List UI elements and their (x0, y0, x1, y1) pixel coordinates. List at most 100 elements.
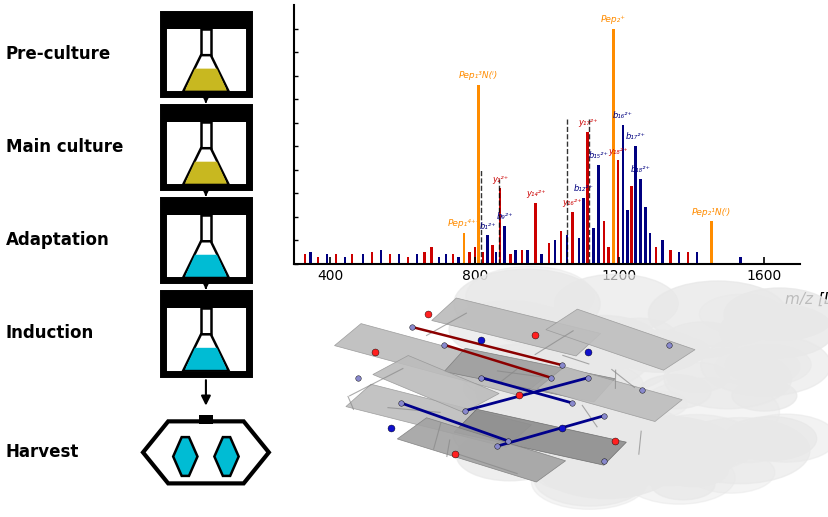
Bar (199, 415, 213, 424)
Polygon shape (397, 418, 565, 482)
Circle shape (723, 417, 816, 461)
Text: Pep₁³N(ⁱ): Pep₁³N(ⁱ) (459, 71, 498, 80)
Circle shape (723, 288, 828, 341)
Text: b₁₈²⁺: b₁₈²⁺ (629, 165, 649, 174)
Bar (200, 29, 210, 55)
Polygon shape (173, 437, 197, 476)
Bar (648, 233, 651, 264)
Circle shape (734, 414, 828, 462)
Bar (625, 209, 628, 264)
Circle shape (492, 306, 575, 346)
Bar (695, 252, 697, 264)
Text: b₁₆²⁺: b₁₆²⁺ (613, 111, 632, 120)
Circle shape (452, 400, 593, 466)
Circle shape (623, 451, 734, 504)
Bar (200, 215, 210, 241)
Polygon shape (183, 334, 228, 370)
Bar (498, 189, 501, 264)
Bar (304, 254, 306, 264)
Circle shape (533, 452, 614, 491)
Bar (163, 294, 248, 308)
Bar (677, 252, 680, 264)
Bar (559, 231, 561, 264)
Bar (739, 256, 741, 264)
Circle shape (516, 328, 648, 391)
Circle shape (555, 366, 622, 398)
Text: y₁₄²⁺: y₁₄²⁺ (525, 189, 545, 198)
Bar (325, 254, 328, 264)
Circle shape (548, 363, 643, 408)
Circle shape (712, 429, 783, 463)
Text: y₁₈²⁺: y₁₈²⁺ (608, 147, 627, 156)
Bar (633, 146, 636, 264)
Bar (200, 308, 210, 334)
Bar (526, 250, 528, 264)
Bar (581, 198, 584, 264)
Circle shape (536, 439, 655, 496)
Circle shape (651, 470, 714, 500)
Circle shape (449, 301, 570, 358)
Circle shape (647, 281, 787, 347)
Bar (553, 240, 556, 264)
Circle shape (474, 344, 558, 384)
Polygon shape (444, 348, 614, 402)
Text: b₁₅²⁺: b₁₅²⁺ (588, 151, 608, 160)
Circle shape (603, 318, 676, 353)
Circle shape (714, 346, 799, 387)
Text: b₁₂²⁺: b₁₂²⁺ (573, 184, 593, 193)
Circle shape (504, 435, 562, 463)
Bar (534, 203, 537, 264)
Circle shape (523, 443, 582, 470)
Circle shape (630, 391, 686, 418)
Bar (462, 233, 465, 264)
Bar (451, 254, 454, 264)
Bar (457, 256, 460, 264)
Circle shape (638, 375, 710, 409)
Bar (596, 165, 599, 264)
Circle shape (643, 440, 724, 479)
Bar (163, 294, 248, 373)
Bar (163, 14, 248, 94)
Bar (607, 247, 609, 264)
Polygon shape (183, 241, 228, 277)
Circle shape (541, 339, 623, 379)
Bar (370, 252, 373, 264)
Circle shape (635, 378, 778, 446)
Polygon shape (185, 255, 227, 277)
Bar (621, 125, 623, 264)
Text: Pep₂⁺: Pep₂⁺ (600, 15, 625, 24)
Circle shape (556, 338, 671, 392)
Text: y₁₆²⁺: y₁₆²⁺ (562, 199, 581, 207)
Bar (508, 254, 511, 264)
Bar (163, 108, 248, 121)
Polygon shape (142, 421, 268, 483)
Bar (643, 207, 646, 264)
Polygon shape (185, 348, 227, 370)
Circle shape (456, 431, 562, 481)
Circle shape (699, 294, 782, 334)
Bar (316, 256, 319, 264)
Bar (602, 221, 604, 264)
Bar (430, 247, 432, 264)
Bar (481, 252, 484, 264)
Polygon shape (546, 309, 694, 370)
Bar (668, 250, 672, 264)
Circle shape (453, 269, 599, 339)
Circle shape (663, 348, 791, 409)
Bar (444, 254, 447, 264)
Text: Pre-culture: Pre-culture (6, 45, 111, 63)
Bar (490, 245, 493, 264)
Circle shape (592, 416, 739, 486)
Text: y₁²⁺: y₁²⁺ (492, 175, 508, 184)
Bar (654, 247, 657, 264)
Bar (638, 179, 641, 264)
Bar (163, 200, 248, 280)
Bar (422, 252, 425, 264)
Bar (540, 254, 542, 264)
Bar (335, 254, 337, 264)
Circle shape (686, 451, 774, 493)
Circle shape (531, 454, 647, 509)
Text: Main culture: Main culture (6, 139, 123, 156)
Circle shape (724, 344, 811, 385)
Bar (547, 242, 550, 264)
